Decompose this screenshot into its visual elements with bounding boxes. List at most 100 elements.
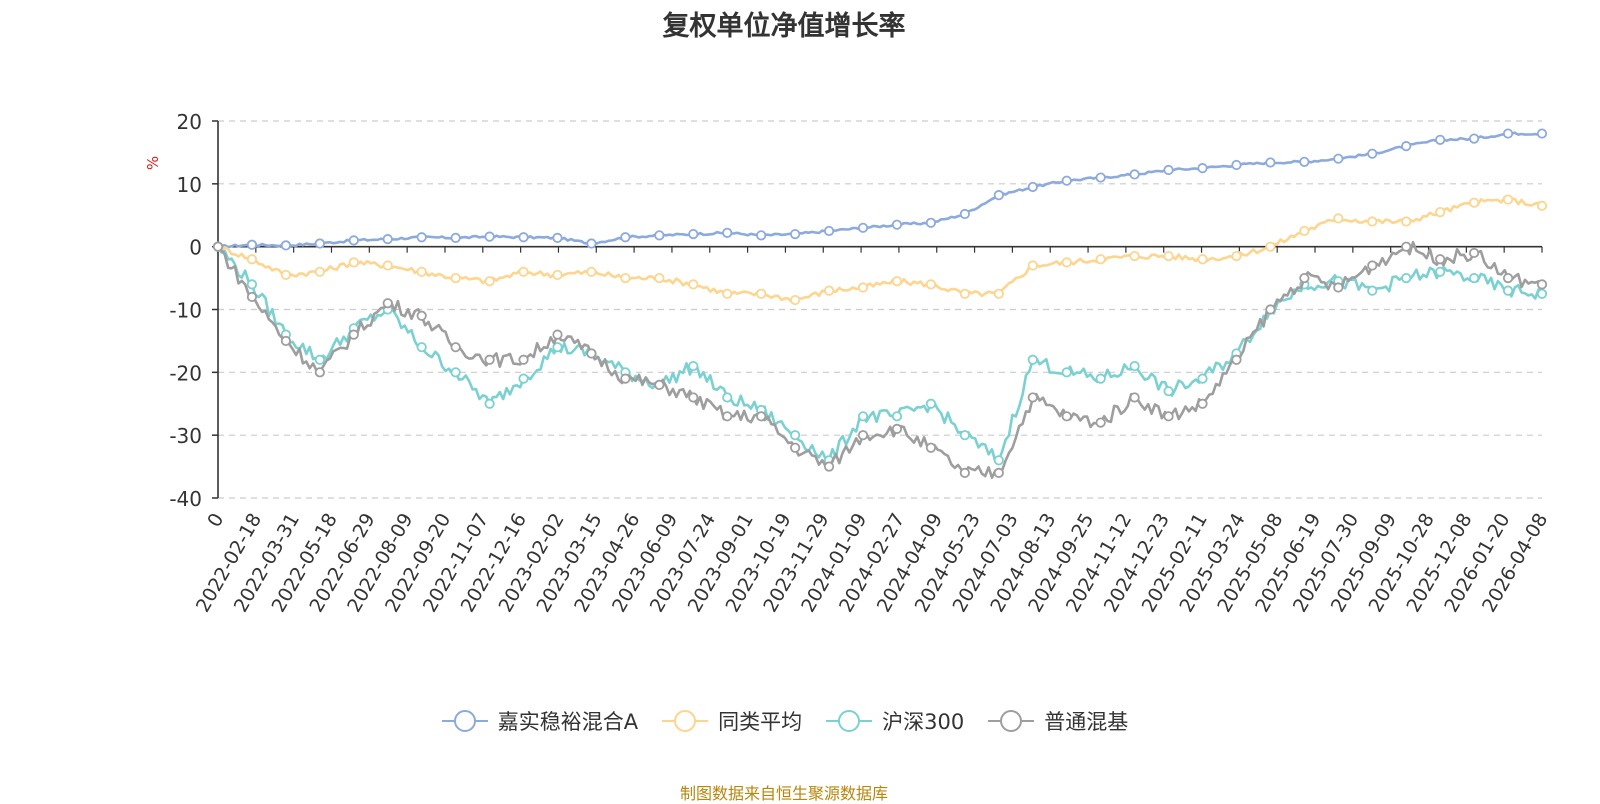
legend-item-2[interactable]: 同类平均 <box>660 706 802 736</box>
data-point[interactable] <box>314 238 325 249</box>
data-point[interactable] <box>1197 163 1208 174</box>
data-point[interactable] <box>1197 254 1208 265</box>
data-point[interactable] <box>484 398 495 409</box>
data-point[interactable] <box>1163 411 1174 422</box>
data-point[interactable] <box>959 208 970 220</box>
data-point[interactable] <box>959 430 970 441</box>
data-point[interactable] <box>1469 272 1480 284</box>
data-point[interactable] <box>1129 169 1140 180</box>
data-point[interactable] <box>1197 373 1208 384</box>
data-point[interactable] <box>756 230 767 241</box>
data-point[interactable] <box>280 240 291 251</box>
data-point[interactable] <box>1095 172 1106 183</box>
data-point[interactable] <box>382 234 393 245</box>
data-point[interactable] <box>450 367 461 378</box>
data-point[interactable] <box>620 232 631 243</box>
data-point[interactable] <box>1027 181 1038 193</box>
data-point[interactable] <box>484 354 495 365</box>
data-point[interactable] <box>1027 392 1038 403</box>
data-point[interactable] <box>314 266 325 277</box>
data-point[interactable] <box>586 348 597 359</box>
data-point[interactable] <box>620 373 631 384</box>
data-point[interactable] <box>891 411 903 422</box>
data-point[interactable] <box>925 398 937 409</box>
data-point[interactable] <box>823 285 835 296</box>
data-point[interactable] <box>1536 279 1548 290</box>
data-point[interactable] <box>1095 417 1106 428</box>
data-point[interactable] <box>450 232 461 243</box>
data-point[interactable] <box>688 360 699 372</box>
data-point[interactable] <box>1502 272 1514 284</box>
data-point[interactable] <box>1536 288 1548 299</box>
data-point[interactable] <box>823 225 835 237</box>
data-point[interactable] <box>722 392 733 403</box>
data-point[interactable] <box>518 373 529 384</box>
data-point[interactable] <box>722 288 733 299</box>
data-point[interactable] <box>823 461 835 472</box>
data-point[interactable] <box>314 367 325 378</box>
data-point[interactable] <box>756 288 767 299</box>
data-point[interactable] <box>484 231 495 242</box>
data-point[interactable] <box>654 379 665 390</box>
data-point[interactable] <box>1163 250 1174 262</box>
data-point[interactable] <box>1061 411 1072 422</box>
data-point[interactable] <box>1401 216 1412 227</box>
data-point[interactable] <box>1129 250 1140 262</box>
data-point[interactable] <box>790 430 801 441</box>
data-point[interactable] <box>586 266 597 277</box>
data-point[interactable] <box>1502 128 1514 139</box>
data-point[interactable] <box>993 467 1004 478</box>
data-point[interactable] <box>1231 159 1242 171</box>
data-point[interactable] <box>1061 175 1072 186</box>
data-point[interactable] <box>280 269 291 281</box>
data-point[interactable] <box>1435 207 1446 218</box>
data-point[interactable] <box>1502 285 1514 296</box>
data-point[interactable] <box>1469 247 1480 259</box>
data-point[interactable] <box>1129 360 1140 372</box>
data-point[interactable] <box>790 294 801 306</box>
data-point[interactable] <box>1265 157 1276 168</box>
data-point[interactable] <box>1061 257 1072 268</box>
data-point[interactable] <box>416 232 427 243</box>
data-point[interactable] <box>1027 260 1038 271</box>
data-point[interactable] <box>1435 254 1446 265</box>
data-point[interactable] <box>348 329 359 340</box>
data-point[interactable] <box>246 279 258 290</box>
data-point[interactable] <box>1435 266 1446 277</box>
data-point[interactable] <box>1401 272 1412 284</box>
data-point[interactable] <box>654 272 665 284</box>
data-point[interactable] <box>1129 392 1140 403</box>
data-point[interactable] <box>1367 148 1378 159</box>
data-point[interactable] <box>1401 141 1412 152</box>
data-point[interactable] <box>925 279 937 290</box>
data-point[interactable] <box>1333 282 1344 293</box>
data-point[interactable] <box>1231 250 1242 262</box>
data-point[interactable] <box>857 282 869 293</box>
data-point[interactable] <box>1197 398 1208 409</box>
data-point[interactable] <box>1299 272 1310 284</box>
data-point[interactable] <box>857 222 869 233</box>
data-point[interactable] <box>586 238 597 249</box>
data-point[interactable] <box>959 288 970 299</box>
data-point[interactable] <box>280 335 291 347</box>
data-point[interactable] <box>416 266 427 277</box>
data-point[interactable] <box>1265 241 1276 252</box>
data-point[interactable] <box>1095 254 1106 265</box>
data-point[interactable] <box>1435 134 1446 145</box>
data-point[interactable] <box>688 229 699 240</box>
data-point[interactable] <box>790 442 801 453</box>
data-point[interactable] <box>790 229 801 240</box>
data-point[interactable] <box>891 219 903 230</box>
data-point[interactable] <box>552 232 563 243</box>
data-point[interactable] <box>925 217 937 228</box>
data-point[interactable] <box>1401 241 1412 252</box>
data-point[interactable] <box>1163 164 1174 176</box>
legend-item-1[interactable]: 嘉实稳裕混合A <box>440 706 638 736</box>
data-point[interactable] <box>620 272 631 284</box>
data-point[interactable] <box>857 430 869 441</box>
data-point[interactable] <box>552 329 563 340</box>
data-point[interactable] <box>552 269 563 281</box>
data-point[interactable] <box>348 257 359 268</box>
data-point[interactable] <box>1367 216 1378 227</box>
data-point[interactable] <box>722 411 733 422</box>
